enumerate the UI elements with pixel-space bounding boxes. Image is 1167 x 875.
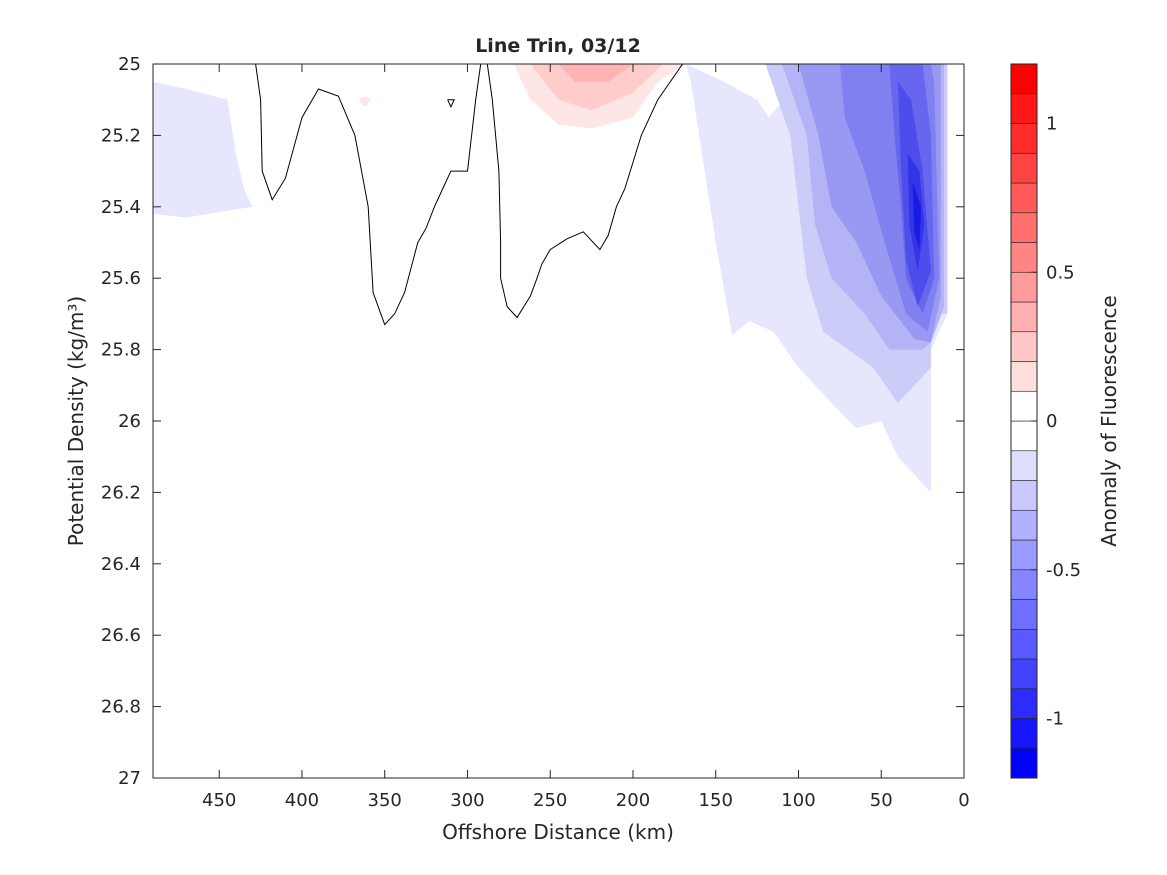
- zero-contour-line: [447, 99, 455, 108]
- colorbar-swatch: [1010, 271, 1038, 303]
- x-tick-label: 0: [958, 790, 969, 811]
- zero-contour-line: [255, 64, 482, 326]
- x-axis-label: Offshore Distance (km): [442, 820, 674, 844]
- colorbar-swatch: [1010, 480, 1038, 511]
- colorbar-swatch: [1010, 747, 1038, 779]
- y-tick-label: 25: [118, 54, 141, 75]
- colorbar-swatch: [1010, 242, 1038, 273]
- colorbar-swatch: [1010, 539, 1038, 571]
- colorbar-swatch: [1010, 152, 1038, 184]
- colorbar-swatches: [1010, 63, 1038, 779]
- y-tick-label: 25.4: [101, 197, 141, 218]
- colorbar-tick-label: -1: [1046, 709, 1064, 730]
- zero-contour-line: [486, 64, 684, 319]
- colorbar-tick-label: 0: [1046, 411, 1057, 432]
- colorbar-swatch: [1010, 509, 1038, 541]
- colorbar-swatch: [1010, 123, 1038, 154]
- colorbar-tick-label: 1: [1046, 114, 1057, 135]
- colorbar-swatch: [1010, 212, 1038, 243]
- colorbar-swatch: [1010, 182, 1038, 214]
- filled-region: [530, 64, 663, 111]
- colorbar-swatch: [1010, 420, 1038, 452]
- colorbar-swatch: [1010, 301, 1038, 333]
- colorbar-tick-label: 0.5: [1046, 262, 1075, 283]
- chart-title: Line Trin, 03/12: [475, 35, 641, 57]
- colorbar-swatch: [1010, 718, 1038, 749]
- colorbar-swatch: [1010, 658, 1038, 690]
- filled-region: [358, 96, 372, 107]
- colorbar-swatch: [1010, 93, 1038, 124]
- x-tick-label: 100: [781, 790, 815, 811]
- y-tick-label: 25.6: [101, 268, 141, 289]
- colorbar-swatch: [1010, 569, 1038, 600]
- x-tick-label: 350: [368, 790, 402, 811]
- x-tick-label: 250: [533, 790, 567, 811]
- colorbar-swatch: [1010, 599, 1038, 630]
- colorbar-swatch: [1010, 390, 1038, 422]
- y-tick-label: 26.6: [101, 625, 141, 646]
- colorbar-swatch: [1010, 628, 1038, 660]
- y-tick-label: 25.2: [101, 125, 141, 146]
- zero-contour-lines: [255, 64, 684, 326]
- filled-region: [558, 64, 633, 82]
- y-axis-label: Potential Density (kg/m³): [64, 296, 88, 547]
- y-tick-label: 25.8: [101, 340, 141, 361]
- colorbar-swatch: [1010, 331, 1038, 362]
- x-tick-label: 450: [202, 790, 236, 811]
- colorbar-ticks: 1 0.5 0 -0.5 -1: [1031, 114, 1081, 730]
- x-axis-ticks: 450 400 350 300 250 200 150 100 50 0: [202, 64, 970, 811]
- colorbar-swatch: [1010, 63, 1038, 95]
- filled-region: [912, 181, 921, 250]
- colorbar-tick-label: -0.5: [1046, 560, 1081, 581]
- y-tick-label: 26.4: [101, 554, 141, 575]
- colorbar: 1 0.5 0 -0.5 -1 Anomaly of Fluorescence: [1010, 63, 1121, 779]
- y-tick-label: 27: [118, 768, 141, 789]
- x-tick-label: 50: [870, 790, 893, 811]
- y-tick-label: 26: [118, 411, 141, 432]
- y-tick-label: 26.8: [101, 697, 141, 718]
- filled-contours: [153, 64, 948, 493]
- x-tick-label: 200: [616, 790, 650, 811]
- y-axis-ticks: 25 25.2 25.4 25.6 25.8 26 26.2 26.4 26.6 26.8 27: [101, 54, 964, 789]
- colorbar-swatch: [1010, 361, 1038, 392]
- colorbar-swatch: [1010, 688, 1038, 719]
- y-tick-label: 26.2: [101, 482, 141, 503]
- plot-area: 450 400 350 300 250 200 150 100 50 0 2525.225.425…: [101, 54, 970, 811]
- x-tick-label: 400: [285, 790, 319, 811]
- colorbar-swatch: [1010, 450, 1038, 481]
- filled-region: [153, 81, 253, 218]
- x-tick-label: 150: [699, 790, 733, 811]
- x-tick-label: 300: [450, 790, 484, 811]
- colorbar-label: Anomaly of Fluorescence: [1097, 295, 1121, 546]
